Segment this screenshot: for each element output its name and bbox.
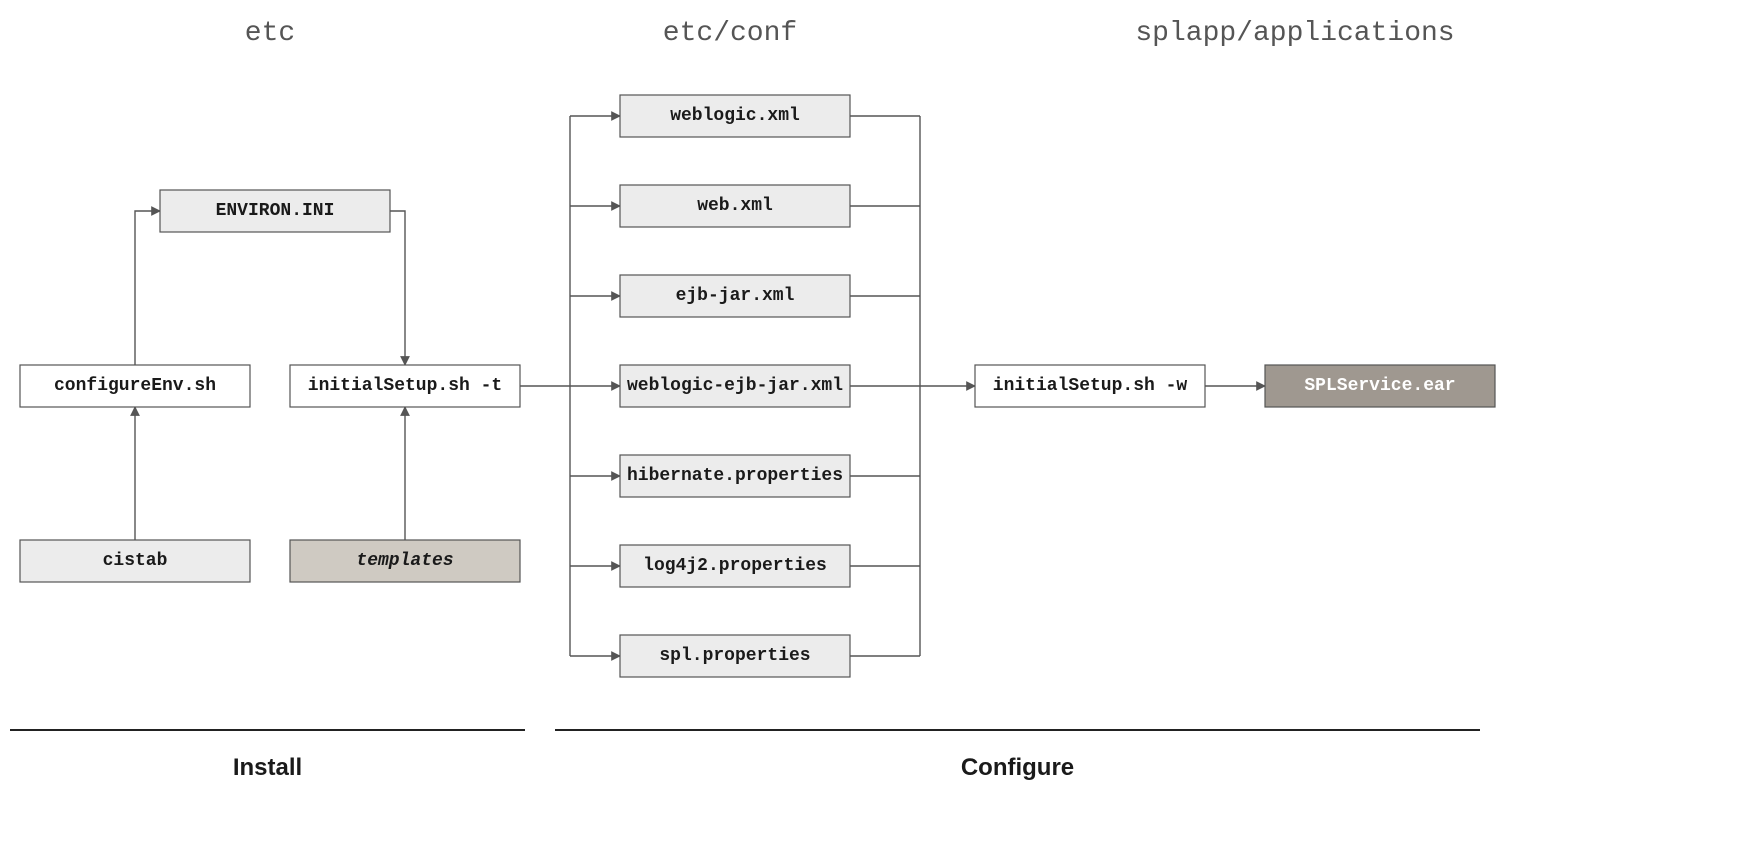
- node-label-splprops: spl.properties: [659, 646, 810, 666]
- node-webxml: web.xml: [620, 185, 850, 227]
- node-label-templates: templates: [356, 551, 453, 571]
- section-install: Install: [233, 754, 302, 781]
- node-label-weblogicxml: weblogic.xml: [670, 106, 800, 126]
- node-label-hibernate: hibernate.properties: [627, 466, 843, 486]
- node-initialSetupT: initialSetup.sh -t: [290, 365, 520, 407]
- node-ejbjar: ejb-jar.xml: [620, 275, 850, 317]
- section-configure: Configure: [961, 754, 1074, 781]
- node-label-initialSetupW: initialSetup.sh -w: [993, 376, 1188, 396]
- node-splprops: spl.properties: [620, 635, 850, 677]
- node-templates: templates: [290, 540, 520, 582]
- hdr-splapp: splapp/applications: [1135, 18, 1454, 49]
- node-environ: ENVIRON.INI: [160, 190, 390, 232]
- node-label-configureEnv: configureEnv.sh: [54, 376, 216, 396]
- node-splservice: SPLService.ear: [1265, 365, 1495, 407]
- node-label-splservice: SPLService.ear: [1304, 376, 1455, 396]
- node-cistab: cistab: [20, 540, 250, 582]
- hdr-conf: etc/conf: [663, 18, 797, 49]
- node-label-ejbjar: ejb-jar.xml: [676, 286, 795, 306]
- node-label-webxml: web.xml: [697, 196, 773, 216]
- hdr-etc: etc: [245, 18, 295, 49]
- node-log4j2: log4j2.properties: [620, 545, 850, 587]
- node-hibernate: hibernate.properties: [620, 455, 850, 497]
- node-initialSetupW: initialSetup.sh -w: [975, 365, 1205, 407]
- node-weblogicxml: weblogic.xml: [620, 95, 850, 137]
- node-label-log4j2: log4j2.properties: [643, 556, 827, 576]
- node-label-environ: ENVIRON.INI: [216, 201, 335, 221]
- flow-diagram: etc etc/conf splapp/applications ENVIRON.IN…: [0, 0, 1738, 844]
- node-label-weblogicejb: weblogic-ejb-jar.xml: [627, 376, 843, 396]
- node-label-cistab: cistab: [103, 551, 168, 571]
- node-label-initialSetupT: initialSetup.sh -t: [308, 376, 502, 396]
- node-weblogicejb: weblogic-ejb-jar.xml: [620, 365, 850, 407]
- node-configureEnv: configureEnv.sh: [20, 365, 250, 407]
